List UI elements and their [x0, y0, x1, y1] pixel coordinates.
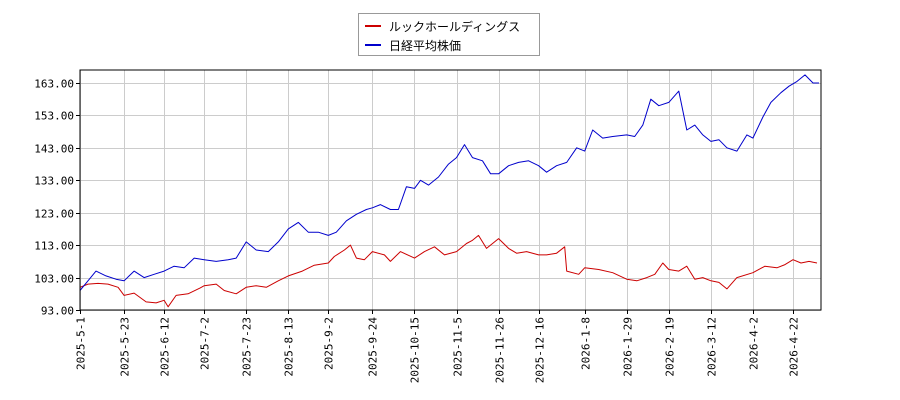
y-tick-label: 103.00 — [34, 273, 74, 286]
plot-frame — [79, 69, 822, 311]
x-tick-label: 2025-12-16 — [534, 317, 547, 383]
series-line-look-holdings — [79, 234, 818, 308]
x-tick-label: 2025-6-12 — [159, 317, 172, 377]
y-tick-label: 143.00 — [34, 143, 74, 156]
x-tick-label: 2025-7-2 — [199, 317, 212, 370]
legend-label: 日経平均株価 — [389, 38, 462, 53]
x-tick-label: 2025-7-23 — [241, 317, 254, 377]
x-tick-label: 2026-1-29 — [622, 317, 635, 377]
legend-swatch-red — [365, 25, 381, 27]
x-tick-label: 2025-8-13 — [283, 317, 296, 377]
y-tick-label: 153.00 — [34, 110, 74, 123]
legend: ルックホールディングス 日経平均株価 — [358, 13, 540, 56]
series-line-nikkei — [79, 74, 819, 291]
x-tick-label: 2026-4-2 — [748, 317, 761, 370]
legend-item-look-holdings: ルックホールディングス — [365, 17, 520, 35]
y-tick-label: 113.00 — [34, 240, 74, 253]
grid — [80, 70, 821, 311]
legend-label: ルックホールディングス — [389, 19, 521, 34]
x-tick-label: 2025-10-15 — [409, 317, 422, 383]
x-tick-label: 2025-11-26 — [494, 317, 507, 383]
x-tick-label: 2025-5-23 — [119, 317, 132, 377]
x-tick-label: 2025-5-1 — [75, 317, 88, 370]
x-axis: 2025-5-1 2025-5-23 2025-6-12 2025-7-2 2025-7… — [75, 310, 801, 383]
y-axis: 93.00 103.00 113.00 123.00 133.00 143.00 153.0… — [34, 78, 80, 318]
y-tick-label: 123.00 — [34, 208, 74, 221]
x-tick-label: 2026-3-12 — [706, 317, 719, 377]
x-tick-label: 2026-2-19 — [664, 317, 677, 377]
legend-item-nikkei: 日経平均株価 — [365, 36, 461, 54]
x-tick-label: 2025-9-24 — [367, 317, 380, 377]
y-tick-label: 93.00 — [41, 305, 74, 318]
legend-swatch-blue — [365, 44, 381, 46]
x-tick-label: 2025-9-2 — [323, 317, 336, 370]
x-tick-label: 2026-4-22 — [788, 317, 801, 377]
x-tick-label: 2025-11-5 — [452, 317, 465, 377]
y-tick-label: 133.00 — [34, 175, 74, 188]
y-tick-label: 163.00 — [34, 78, 74, 91]
series-lines — [79, 74, 819, 308]
x-tick-label: 2026-1-8 — [580, 317, 593, 370]
